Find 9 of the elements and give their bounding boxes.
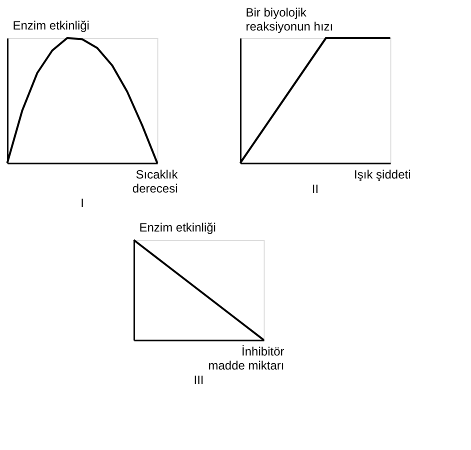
y-axis-title: Bir biyolojik reaksiyonun hızı <box>246 6 334 34</box>
text: I <box>80 196 84 210</box>
y-axis-title: Enzim etkinliği <box>12 18 90 32</box>
y-axis-title: Enzim etkinliği <box>139 220 216 234</box>
text: II <box>312 182 319 196</box>
x-axis-title: İnhibitör madde miktarı <box>208 344 284 372</box>
text: III <box>194 373 204 387</box>
x-axis-title: Sıcaklık derecesi <box>132 168 179 196</box>
x-axis-title: Işık şiddeti <box>354 168 411 182</box>
